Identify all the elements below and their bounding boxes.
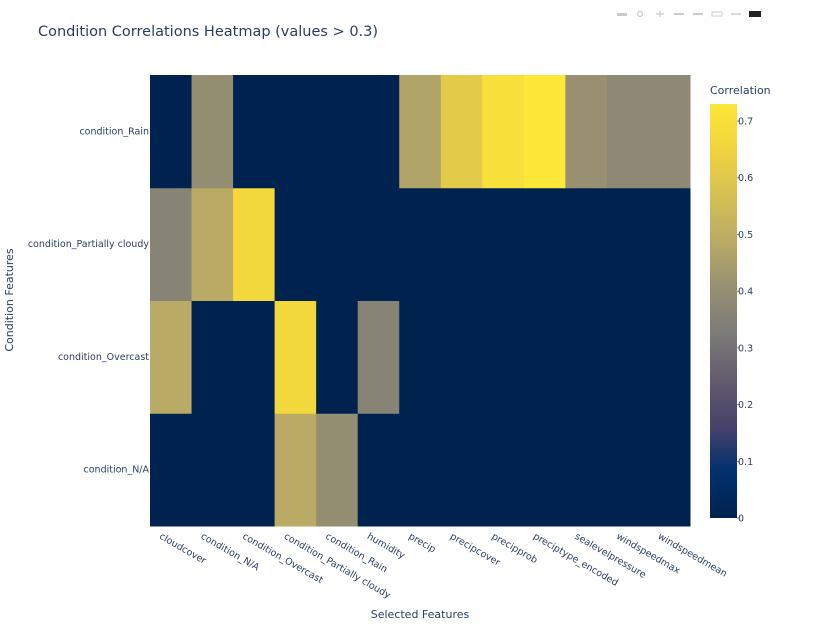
colorbar-tick-label: 0.2 [738, 400, 753, 411]
heatmap-cell[interactable] [316, 187, 359, 301]
zoom-icon[interactable] [635, 2, 647, 18]
heatmap-cell[interactable] [523, 187, 566, 301]
y-tick-label: condition_Rain [79, 126, 149, 137]
modebar [616, 2, 761, 18]
heatmap-cell[interactable] [316, 300, 359, 414]
heatmap-cell[interactable] [606, 413, 649, 527]
colorbar-tick-label: 0.3 [738, 343, 753, 354]
heatmap-cell[interactable] [274, 413, 317, 527]
heatmap-cell[interactable] [233, 300, 276, 414]
heatmap-cell[interactable] [233, 187, 276, 301]
heatmap-cell[interactable] [150, 187, 193, 301]
zoom-out-icon[interactable] [692, 2, 704, 15]
y-tick-label: condition_Overcast [58, 352, 149, 363]
heatmap-cell[interactable] [482, 413, 525, 527]
x-axis-title: Selected Features [371, 608, 470, 621]
heatmap-cell[interactable] [191, 75, 234, 189]
heatmap-cell[interactable] [523, 413, 566, 527]
autoscale-icon[interactable] [711, 2, 723, 17]
heatmap-cell[interactable] [399, 187, 442, 301]
colorbar: Correlation 0 0.1 0.2 0.3 0.4 0.5 0.6 0.7 [710, 84, 771, 525]
heatmap-cell[interactable] [648, 187, 691, 301]
x-axis-ticks: cloudcovercondition_N/Acondition_Overcas… [157, 531, 729, 601]
x-tick-label: windspeedmean [656, 531, 729, 580]
heatmap-cell[interactable] [648, 75, 691, 189]
y-axis-title: Condition Features [3, 248, 16, 352]
heatmap-cell[interactable] [648, 300, 691, 414]
colorbar-tick-label: 0.7 [738, 117, 753, 128]
heatmap-cell[interactable] [357, 300, 400, 414]
heatmap-cell[interactable] [274, 187, 317, 301]
reset-axes-icon[interactable] [730, 2, 742, 15]
heatmap-cell[interactable] [150, 413, 193, 527]
heatmap-cell[interactable] [316, 75, 359, 189]
heatmap-cell[interactable] [357, 413, 400, 527]
colorbar-scale [710, 104, 737, 518]
heatmap-cell[interactable] [523, 300, 566, 414]
heatmap-cell[interactable] [565, 75, 608, 189]
colorbar-tick-label: 0.5 [738, 230, 753, 241]
heatmap-cell[interactable] [191, 300, 234, 414]
heatmap-cell[interactable] [482, 75, 525, 189]
heatmap-cell[interactable] [399, 300, 442, 414]
heatmap-cell[interactable] [274, 75, 317, 189]
heatmap-cell[interactable] [191, 187, 234, 301]
heatmap-cell[interactable] [440, 300, 483, 414]
heatmap-cell[interactable] [440, 187, 483, 301]
colorbar-tick-label: 0.1 [738, 457, 753, 468]
heatmap-cell[interactable] [565, 300, 608, 414]
heatmap-cell[interactable] [233, 75, 276, 189]
heatmap-cells [150, 75, 691, 527]
heatmap-cell[interactable] [565, 187, 608, 301]
plotly-logo-icon[interactable] [749, 2, 761, 17]
heatmap-cell[interactable] [606, 187, 649, 301]
heatmap-cell[interactable] [482, 187, 525, 301]
heatmap-cell[interactable] [606, 300, 649, 414]
y-axis-ticks: condition_N/A condition_Overcast condition… [28, 126, 150, 475]
colorbar-title: Correlation [710, 84, 771, 97]
camera-icon[interactable] [616, 2, 628, 16]
heatmap-cell[interactable] [648, 413, 691, 527]
heatmap-cell[interactable] [357, 187, 400, 301]
y-tick-label: condition_N/A [84, 465, 150, 476]
colorbar-tick-label: 0.4 [738, 287, 753, 298]
heatmap-cell[interactable] [150, 300, 193, 414]
heatmap-cell[interactable] [316, 413, 359, 527]
heatmap-cell[interactable] [274, 300, 317, 414]
heatmap-cell[interactable] [565, 413, 608, 527]
y-tick-label: condition_Partially cloudy [28, 239, 150, 250]
heatmap-cell[interactable] [482, 300, 525, 414]
heatmap-cell[interactable] [399, 413, 442, 527]
colorbar-tick-label: 0 [738, 514, 744, 525]
heatmap-cell[interactable] [440, 75, 483, 189]
heatmap-cell[interactable] [191, 413, 234, 527]
heatmap-cell[interactable] [357, 75, 400, 189]
heatmap-cell[interactable] [233, 413, 276, 527]
x-tick-label: precip [407, 531, 438, 555]
heatmap-cell[interactable] [523, 75, 566, 189]
chart-title: Condition Correlations Heatmap (values >… [38, 24, 378, 40]
heatmap-cell[interactable] [399, 75, 442, 189]
heatmap-cell[interactable] [150, 75, 193, 189]
zoom-in-icon[interactable] [673, 2, 685, 15]
pan-icon[interactable] [654, 2, 666, 17]
colorbar-ticks: 0 0.1 0.2 0.3 0.4 0.5 0.6 0.7 [737, 117, 753, 525]
colorbar-tick-label: 0.6 [738, 173, 753, 184]
heatmap-cell[interactable] [440, 413, 483, 527]
heatmap-cell[interactable] [606, 75, 649, 189]
